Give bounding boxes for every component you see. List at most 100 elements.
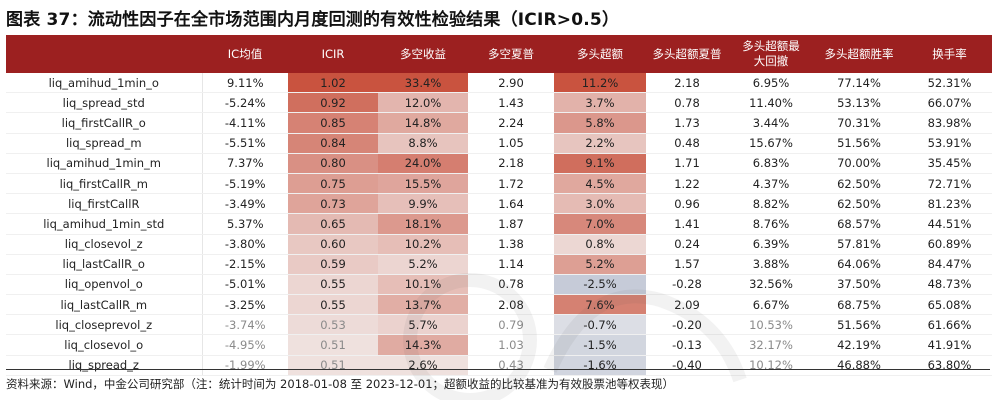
table-row: liq_firstCallR_o -4.11% 0.85 14.8% 2.24 5.8% 1…	[6, 112, 992, 134]
ic-mean-cell: -3.49%	[202, 193, 288, 215]
long-excess-sharpe-cell: 1.73	[646, 112, 728, 134]
header-turnover: 换手率	[904, 35, 992, 73]
long-excess-cell: 3.7%	[554, 92, 646, 114]
turnover-cell: 65.08%	[904, 294, 992, 316]
max-drawdown-cell: 6.83%	[728, 153, 814, 174]
table-row: liq_closevol_o -4.95% 0.51 14.3% 1.03 -1.5% -0…	[6, 334, 992, 356]
long-excess-sharpe-cell: 0.24	[646, 234, 728, 255]
long-excess-cell: 4.5%	[554, 173, 646, 195]
winrate-cell: 51.56%	[814, 133, 904, 154]
winrate-cell: 51.56%	[814, 314, 904, 336]
long-short-sharpe-cell: 2.08	[468, 294, 554, 316]
turnover-cell: 66.07%	[904, 92, 992, 114]
max-drawdown-cell: 32.56%	[728, 274, 814, 296]
long-short-return-cell: 15.5%	[378, 173, 468, 195]
header-icir: ICIR	[288, 35, 378, 73]
long-short-return-cell: 5.7%	[378, 314, 468, 336]
winrate-cell: 68.57%	[814, 213, 904, 235]
long-excess-sharpe-cell: -0.40	[646, 355, 728, 376]
ic-mean-cell: 9.11%	[202, 73, 288, 94]
icir-cell: 0.53	[288, 314, 378, 336]
long-short-return-cell: 12.0%	[378, 92, 468, 114]
long-short-return-cell: 9.9%	[378, 193, 468, 215]
long-excess-cell: 9.1%	[554, 153, 646, 174]
long-short-return-cell: 18.1%	[378, 213, 468, 235]
factor-name-cell: liq_lastCallR_m	[6, 294, 203, 316]
ic-mean-cell: 5.37%	[202, 213, 288, 235]
winrate-cell: 62.50%	[814, 193, 904, 215]
max-drawdown-cell: 32.17%	[728, 334, 814, 356]
header-ic-mean: IC均值	[202, 35, 288, 73]
icir-cell: 0.84	[288, 133, 378, 154]
long-short-return-cell: 24.0%	[378, 153, 468, 174]
turnover-cell: 83.98%	[904, 112, 992, 134]
long-short-return-cell: 13.7%	[378, 294, 468, 316]
icir-cell: 0.55	[288, 294, 378, 316]
factor-name-cell: liq_spread_m	[6, 133, 203, 154]
factor-name-cell: liq_firstCallR_m	[6, 173, 203, 195]
factor-name-cell: liq_amihud_1min_m	[6, 153, 203, 174]
ic-mean-cell: -3.74%	[202, 314, 288, 336]
icir-cell: 0.51	[288, 355, 378, 376]
ic-mean-cell: -4.11%	[202, 112, 288, 134]
long-excess-sharpe-cell: -0.28	[646, 274, 728, 296]
long-excess-sharpe-cell: 0.48	[646, 133, 728, 154]
turnover-cell: 84.47%	[904, 254, 992, 275]
long-excess-sharpe-cell: -0.13	[646, 334, 728, 356]
max-drawdown-cell: 10.53%	[728, 314, 814, 336]
long-excess-cell: 7.6%	[554, 294, 646, 316]
table-row: liq_closeprevol_z -3.74% 0.53 5.7% 0.79 -0.7%…	[6, 314, 992, 336]
long-short-sharpe-cell: 1.14	[468, 254, 554, 275]
header-long-short-sharpe: 多空夏普	[468, 35, 554, 73]
max-drawdown-cell: 6.67%	[728, 294, 814, 316]
long-short-sharpe-cell: 0.78	[468, 274, 554, 296]
long-short-return-cell: 2.6%	[378, 355, 468, 376]
max-drawdown-cell: 3.44%	[728, 112, 814, 134]
long-short-return-cell: 14.3%	[378, 334, 468, 356]
turnover-cell: 61.66%	[904, 314, 992, 336]
turnover-cell: 63.80%	[904, 355, 992, 376]
icir-cell: 0.60	[288, 234, 378, 255]
ic-mean-cell: -3.80%	[202, 234, 288, 255]
long-short-return-cell: 10.2%	[378, 234, 468, 255]
winrate-cell: 68.75%	[814, 294, 904, 316]
long-short-return-cell: 10.1%	[378, 274, 468, 296]
table-row: liq_spread_m -5.51% 0.84 8.8% 1.05 2.2% 0.48 15…	[6, 133, 992, 154]
table-row: liq_firstCallR -3.49% 0.73 9.9% 1.64 3.0% 0.96…	[6, 193, 992, 215]
factor-name-cell: liq_amihud_1min_std	[6, 213, 203, 235]
header-long-excess: 多头超额	[554, 35, 646, 73]
long-short-sharpe-cell: 1.87	[468, 213, 554, 235]
icir-cell: 0.80	[288, 153, 378, 174]
source-footnote: 资料来源：Wind，中金公司研究部（注：统计时间为 2018-01-08 至 2…	[6, 377, 675, 391]
icir-cell: 0.65	[288, 213, 378, 235]
factor-name-cell: liq_firstCallR_o	[6, 112, 203, 134]
ic-mean-cell: -3.25%	[202, 294, 288, 316]
long-excess-cell: -2.5%	[554, 274, 646, 296]
winrate-cell: 37.50%	[814, 274, 904, 296]
long-excess-sharpe-cell: 2.09	[646, 294, 728, 316]
factor-name-cell: liq_amihud_1min_o	[6, 73, 203, 94]
long-short-return-cell: 14.8%	[378, 112, 468, 134]
factor-name-cell: liq_closevol_z	[6, 234, 203, 255]
factor-name-cell: liq_lastCallR_o	[6, 254, 203, 275]
figure-title: 图表 37：流动性因子在全市场范围内月度回测的有效性检验结果（ICIR>0.5）	[6, 10, 620, 30]
long-short-return-cell: 33.4%	[378, 73, 468, 94]
ic-mean-cell: -5.24%	[202, 92, 288, 114]
factor-name-cell: liq_closeprevol_z	[6, 314, 203, 336]
table-row: liq_spread_std -5.24% 0.92 12.0% 1.43 3.7% 0.7…	[6, 92, 992, 114]
factor-name-cell: liq_closevol_o	[6, 334, 203, 356]
table-row: liq_lastCallR_o -2.15% 0.59 5.2% 1.14 5.2% 1.5…	[6, 254, 992, 275]
header-factor-name	[6, 35, 202, 73]
table-row: liq_amihud_1min_m 7.37% 0.80 24.0% 2.18 9.1% 1…	[6, 153, 992, 174]
long-short-sharpe-cell: 1.05	[468, 133, 554, 154]
long-short-sharpe-cell: 2.24	[468, 112, 554, 134]
turnover-cell: 41.91%	[904, 334, 992, 356]
header-long-excess-winrate: 多头超额胜率	[814, 35, 904, 73]
long-excess-sharpe-cell: 2.18	[646, 73, 728, 94]
long-excess-sharpe-cell: 1.41	[646, 213, 728, 235]
title-bar: 图表 37：流动性因子在全市场范围内月度回测的有效性检验结果（ICIR>0.5）	[0, 0, 992, 33]
header-long-excess-sharpe: 多头超额夏普	[646, 35, 728, 73]
header-maxdd-line-1: 多头超额最	[742, 39, 800, 53]
turnover-cell: 81.23%	[904, 193, 992, 215]
long-excess-cell: 7.0%	[554, 213, 646, 235]
